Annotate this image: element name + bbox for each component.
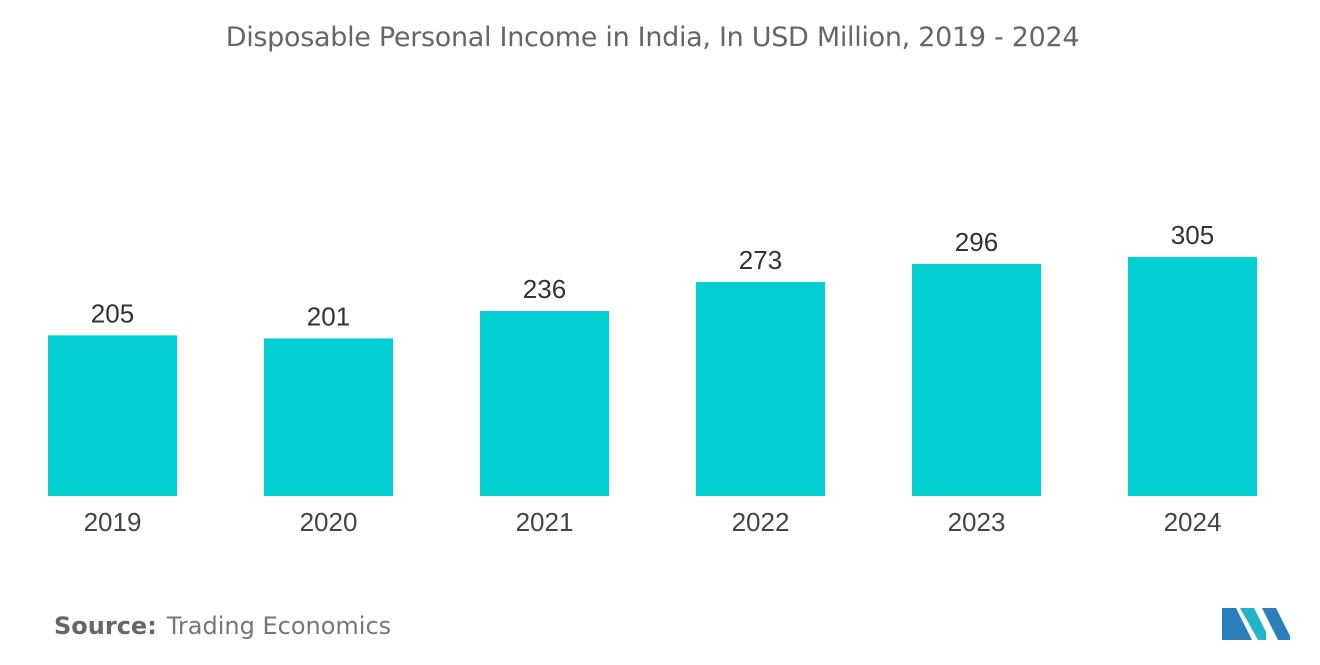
data-label-2020: 201 <box>307 301 350 331</box>
data-labels-layer: 205 201 236 273 296 305 <box>91 220 1214 331</box>
bar-2021 <box>480 311 609 496</box>
x-tick-2021: 2021 <box>516 507 574 537</box>
data-label-2019: 205 <box>91 298 134 328</box>
chart-title: Disposable Personal Income in India, In … <box>225 22 1080 53</box>
source-label: Source: <box>54 612 157 640</box>
bar-2022 <box>696 282 825 496</box>
x-tick-2022: 2022 <box>732 507 790 537</box>
source-note: Source: Trading Economics <box>54 612 391 640</box>
bar-2023 <box>912 264 1041 496</box>
x-axis-ticks-layer: 2019 2020 2021 2022 2023 2024 <box>84 507 1222 537</box>
source-value: Trading Economics <box>166 612 392 640</box>
x-tick-2019: 2019 <box>84 507 142 537</box>
mordor-intelligence-logo-icon <box>1222 608 1290 640</box>
bar-2019 <box>48 335 177 496</box>
bars-layer <box>48 257 1257 496</box>
logo-shape-mid <box>1240 608 1266 640</box>
bar-2020 <box>264 338 393 496</box>
x-tick-2023: 2023 <box>948 507 1006 537</box>
logo-shape-left <box>1222 608 1252 640</box>
data-label-2022: 273 <box>739 245 782 275</box>
bar-2024 <box>1128 257 1257 496</box>
data-label-2024: 305 <box>1171 220 1214 250</box>
data-label-2021: 236 <box>523 274 566 304</box>
x-tick-2024: 2024 <box>1164 507 1222 537</box>
data-label-2023: 296 <box>955 227 998 257</box>
logo-shape-right <box>1262 608 1290 640</box>
x-tick-2020: 2020 <box>300 507 358 537</box>
